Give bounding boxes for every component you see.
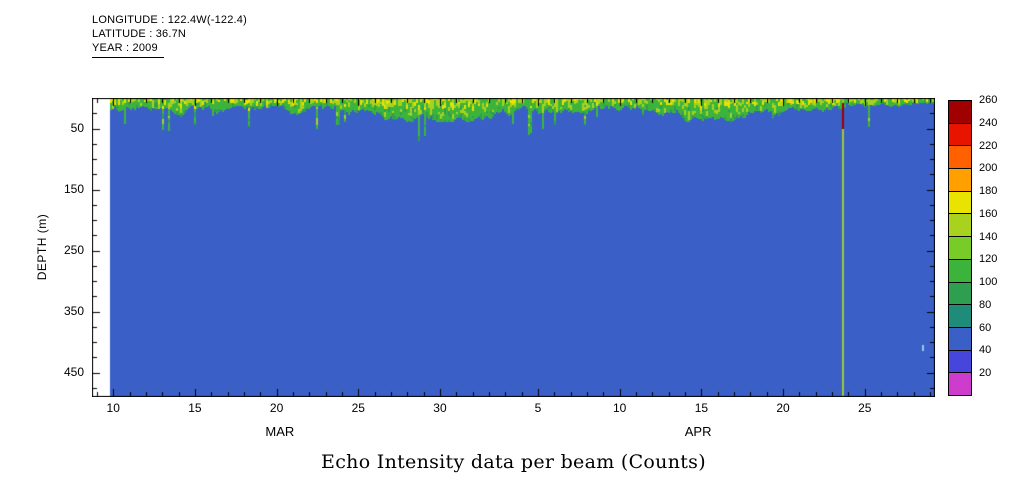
- colorbar-tick-label: 180: [979, 185, 998, 198]
- colorbar-tick-label: 100: [979, 276, 998, 289]
- x-tick-label: 10: [613, 401, 627, 415]
- x-month-label: APR: [684, 424, 712, 439]
- x-tick-label: 30: [433, 401, 447, 415]
- y-tick-label: 150: [63, 181, 84, 196]
- y-tick-label: 350: [63, 303, 84, 318]
- colorbar-segment: [949, 282, 971, 305]
- colorbar-tick-label: 60: [979, 321, 992, 334]
- colorbar-tick-label: 240: [979, 116, 998, 129]
- colorbar-segment: [949, 101, 971, 123]
- x-month-label: MAR: [265, 424, 295, 439]
- colorbar-segment: [949, 259, 971, 282]
- x-tick-label: 25: [858, 401, 872, 415]
- metadata-block: LONGITUDE : 122.4W(-122.4) LATITUDE : 36…: [92, 13, 247, 58]
- metadata-underline: [92, 57, 164, 58]
- x-tick-label: 15: [188, 401, 202, 415]
- colorbar-segment: [949, 123, 971, 146]
- chart-title: Echo Intensity data per beam (Counts): [321, 451, 706, 473]
- colorbar-segment: [949, 214, 971, 237]
- x-tick-label: 5: [534, 401, 542, 415]
- colorbar-segment: [949, 146, 971, 169]
- x-tick-label: 10: [106, 401, 120, 415]
- longitude-label: LONGITUDE : 122.4W(-122.4): [92, 14, 247, 26]
- colorbar-segment: [949, 327, 971, 350]
- y-tick-label: 50: [70, 120, 84, 135]
- colorbar-tick-label: 80: [979, 298, 992, 311]
- colorbar-tick-label: 140: [979, 230, 998, 243]
- colorbar-segment: [949, 350, 971, 373]
- heatmap-canvas: [92, 98, 935, 397]
- colorbar-segment: [949, 373, 971, 395]
- y-tick-label: 250: [63, 242, 84, 257]
- x-tick-label: 25: [351, 401, 365, 415]
- colorbar: [948, 100, 972, 396]
- colorbar-tick-label: 120: [979, 253, 998, 266]
- colorbar-tick-label: 220: [979, 139, 998, 152]
- x-tick-label: 20: [269, 401, 284, 415]
- x-tick-label: 15: [694, 401, 709, 415]
- latitude-label: LATITUDE : 36.7N: [92, 28, 187, 40]
- colorbar-tick-label: 20: [979, 367, 992, 380]
- x-tick-label: 20: [776, 401, 790, 415]
- colorbar-segment: [949, 191, 971, 214]
- y-tick-label: 450: [63, 364, 84, 379]
- colorbar-segment: [949, 305, 971, 327]
- colorbar-tick-label: 160: [979, 207, 998, 220]
- colorbar-tick-label: 260: [979, 94, 998, 106]
- colorbar-tick-label: 40: [979, 344, 992, 357]
- colorbar-segment: [949, 169, 971, 191]
- colorbar-segment: [949, 237, 971, 259]
- colorbar-tick-label: 200: [979, 162, 998, 175]
- year-label: YEAR : 2009: [92, 42, 158, 54]
